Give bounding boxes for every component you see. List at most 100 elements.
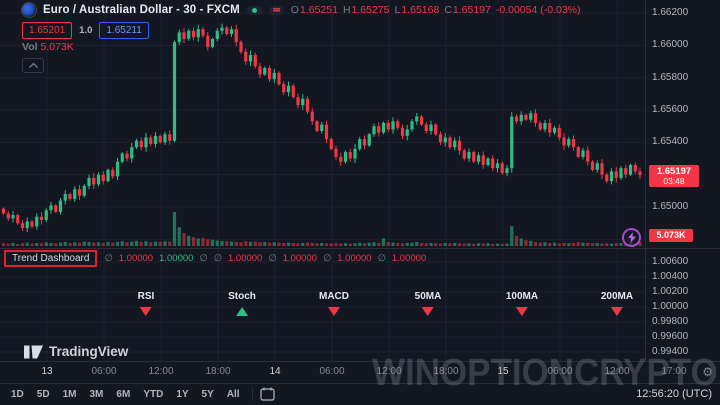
- dashboard-item-200ma: 200MA: [601, 291, 633, 316]
- go-to-date-button[interactable]: [259, 387, 275, 401]
- pane2-axis-label: 0.99400: [652, 346, 689, 357]
- time-axis-label: 12:00: [604, 366, 630, 377]
- status-value: ∅: [199, 253, 208, 264]
- indicator-status-line: Trend Dashboard ∅ 1.00000 1.00000 ∅ ∅ 1.00000…: [4, 250, 426, 267]
- range-button-6m[interactable]: 6M: [116, 388, 131, 400]
- time-axis-label: 12:00: [376, 366, 402, 377]
- time-axis-label: 17:00: [661, 366, 687, 377]
- range-button-ytd[interactable]: YTD: [143, 388, 164, 400]
- utc-clock[interactable]: 12:56:20 (UTC): [636, 388, 712, 400]
- volume-value: 5.073K: [40, 41, 74, 53]
- range-button-1y[interactable]: 1Y: [176, 388, 189, 400]
- pane2-axis-label: 0.99800: [652, 316, 689, 327]
- down-arrow-icon: [328, 307, 340, 316]
- dashboard-item-100ma: 100MA: [506, 291, 538, 316]
- range-button-all[interactable]: All: [226, 388, 240, 400]
- dashboard-item-stoch: Stoch: [228, 291, 256, 316]
- symbol-header: Euro / Australian Dollar - 30 - FXCM O 1.…: [22, 3, 581, 17]
- trend-dashboard-label[interactable]: Trend Dashboard: [4, 250, 98, 267]
- time-axis-separator: [0, 361, 720, 362]
- down-arrow-icon: [611, 307, 623, 316]
- status-value: ∅: [104, 253, 113, 264]
- range-button-1d[interactable]: 1D: [11, 388, 24, 400]
- time-axis-label: 06:00: [319, 366, 345, 377]
- range-button-1m[interactable]: 1M: [62, 388, 77, 400]
- date-range-toolbar: 1D 5D 1M 3M 6M YTD 1Y 5Y All: [0, 383, 720, 405]
- time-axis-label: 13: [41, 366, 53, 377]
- price-change: -0.00054 (-0.03%): [495, 4, 581, 16]
- time-axis[interactable]: ⚙ 13 06:00 12:00 18:00 14 06:00 12:00 18:00 15 06…: [0, 361, 720, 383]
- status-value: 1.00000: [118, 253, 154, 264]
- market-open-indicator-icon[interactable]: [246, 5, 262, 15]
- symbol-title[interactable]: Euro / Australian Dollar - 30 - FXCM: [43, 4, 240, 16]
- status-value: 1.00000: [159, 253, 194, 264]
- calendar-icon: [259, 387, 275, 401]
- range-button-5d[interactable]: 5D: [36, 388, 50, 400]
- dashboard-label: 100MA: [505, 291, 539, 302]
- time-axis-label: 06:00: [547, 366, 573, 377]
- dashboard-label: 200MA: [600, 291, 634, 302]
- tradingview-logo-icon: [24, 345, 43, 358]
- status-value: ∅: [322, 253, 332, 264]
- instant-order-bolt-icon[interactable]: [622, 228, 641, 247]
- dashboard-label: 50MA: [414, 291, 442, 302]
- status-value: 1.00000: [337, 253, 372, 264]
- status-value: 1.00000: [227, 253, 263, 264]
- range-button-3m[interactable]: 3M: [89, 388, 104, 400]
- time-axis-label: 12:00: [148, 366, 174, 377]
- price-axis[interactable]: 1.65197 03:48 5.073K 1.66200 1.66000 1.658…: [645, 0, 720, 361]
- spread-value: 1.0: [79, 25, 93, 36]
- price-axis-label: 1.65800: [652, 71, 689, 83]
- time-axis-label: 15: [497, 366, 509, 377]
- time-axis-label: 18:00: [433, 366, 459, 377]
- symbol-logo-icon: [22, 3, 36, 17]
- time-axis-label: 14: [269, 366, 281, 377]
- pane2-axis-label: 1.00200: [652, 286, 689, 297]
- tradingview-logo-text: TradingView: [49, 344, 129, 359]
- down-arrow-icon: [422, 307, 434, 316]
- toolbar-separator: [0, 383, 720, 384]
- up-arrow-icon: [236, 307, 248, 316]
- volume-indicator-row: Vol 5.073K: [22, 41, 74, 53]
- pane2-axis-label: 1.00600: [652, 256, 689, 267]
- pane-separator[interactable]: [0, 248, 720, 249]
- down-arrow-icon: [139, 307, 152, 316]
- status-value: 1.00000: [391, 253, 427, 264]
- toolbar-divider: [251, 387, 253, 401]
- time-axis-label: 18:00: [205, 366, 231, 377]
- bar-countdown: 03:48: [663, 176, 685, 187]
- range-buttons: 1D 5D 1M 3M 6M YTD 1Y 5Y All: [6, 387, 245, 402]
- delayed-data-indicator-icon[interactable]: [268, 5, 284, 15]
- ohlc-values: O 1.65251 H 1.65275 L 1.65168 C 1.65197 -0.0…: [290, 4, 581, 16]
- dashboard-label: MACD: [319, 291, 349, 302]
- time-axis-label: 06:00: [91, 366, 117, 377]
- quote-row: 1.65201 1.0 1.65211: [22, 22, 149, 39]
- sell-button[interactable]: 1.65201: [22, 22, 73, 39]
- status-value: ∅: [268, 253, 277, 264]
- pane2-axis-label: 1.00400: [652, 271, 689, 282]
- dashboard-label: Stoch: [228, 291, 256, 302]
- price-axis-label: 1.66200: [652, 7, 689, 18]
- dashboard-item-macd: MACD: [319, 291, 349, 316]
- timezone-gear-icon[interactable]: ⚙: [702, 365, 713, 379]
- status-value: 1.00000: [282, 253, 317, 264]
- dashboard-item-rsi: RSI: [137, 291, 155, 316]
- tradingview-logo[interactable]: TradingView: [24, 344, 128, 359]
- price-axis-label: 1.65600: [652, 104, 689, 115]
- status-value: ∅: [213, 253, 222, 264]
- collapse-indicators-button[interactable]: [22, 58, 44, 73]
- pane2-axis-label: 1.00000: [652, 301, 689, 312]
- range-button-5y[interactable]: 5Y: [201, 388, 214, 400]
- last-price-badge: 1.65197 03:48: [649, 165, 699, 188]
- dashboard-label: RSI: [137, 291, 155, 302]
- pane2-axis-label: 0.99600: [652, 331, 689, 342]
- dashboard-item-50ma: 50MA: [414, 291, 442, 316]
- price-axis-label: 1.65400: [652, 136, 689, 148]
- trend-dashboard-values: ∅ 1.00000 1.00000 ∅ ∅ 1.00000 ∅ 1.00000 ∅ 1.00000…: [104, 253, 426, 264]
- buy-button[interactable]: 1.65211: [99, 22, 149, 39]
- down-arrow-icon: [516, 307, 528, 316]
- status-value: ∅: [377, 253, 386, 264]
- price-axis-label: 1.65000: [652, 201, 689, 212]
- chart-canvas[interactable]: [0, 0, 645, 361]
